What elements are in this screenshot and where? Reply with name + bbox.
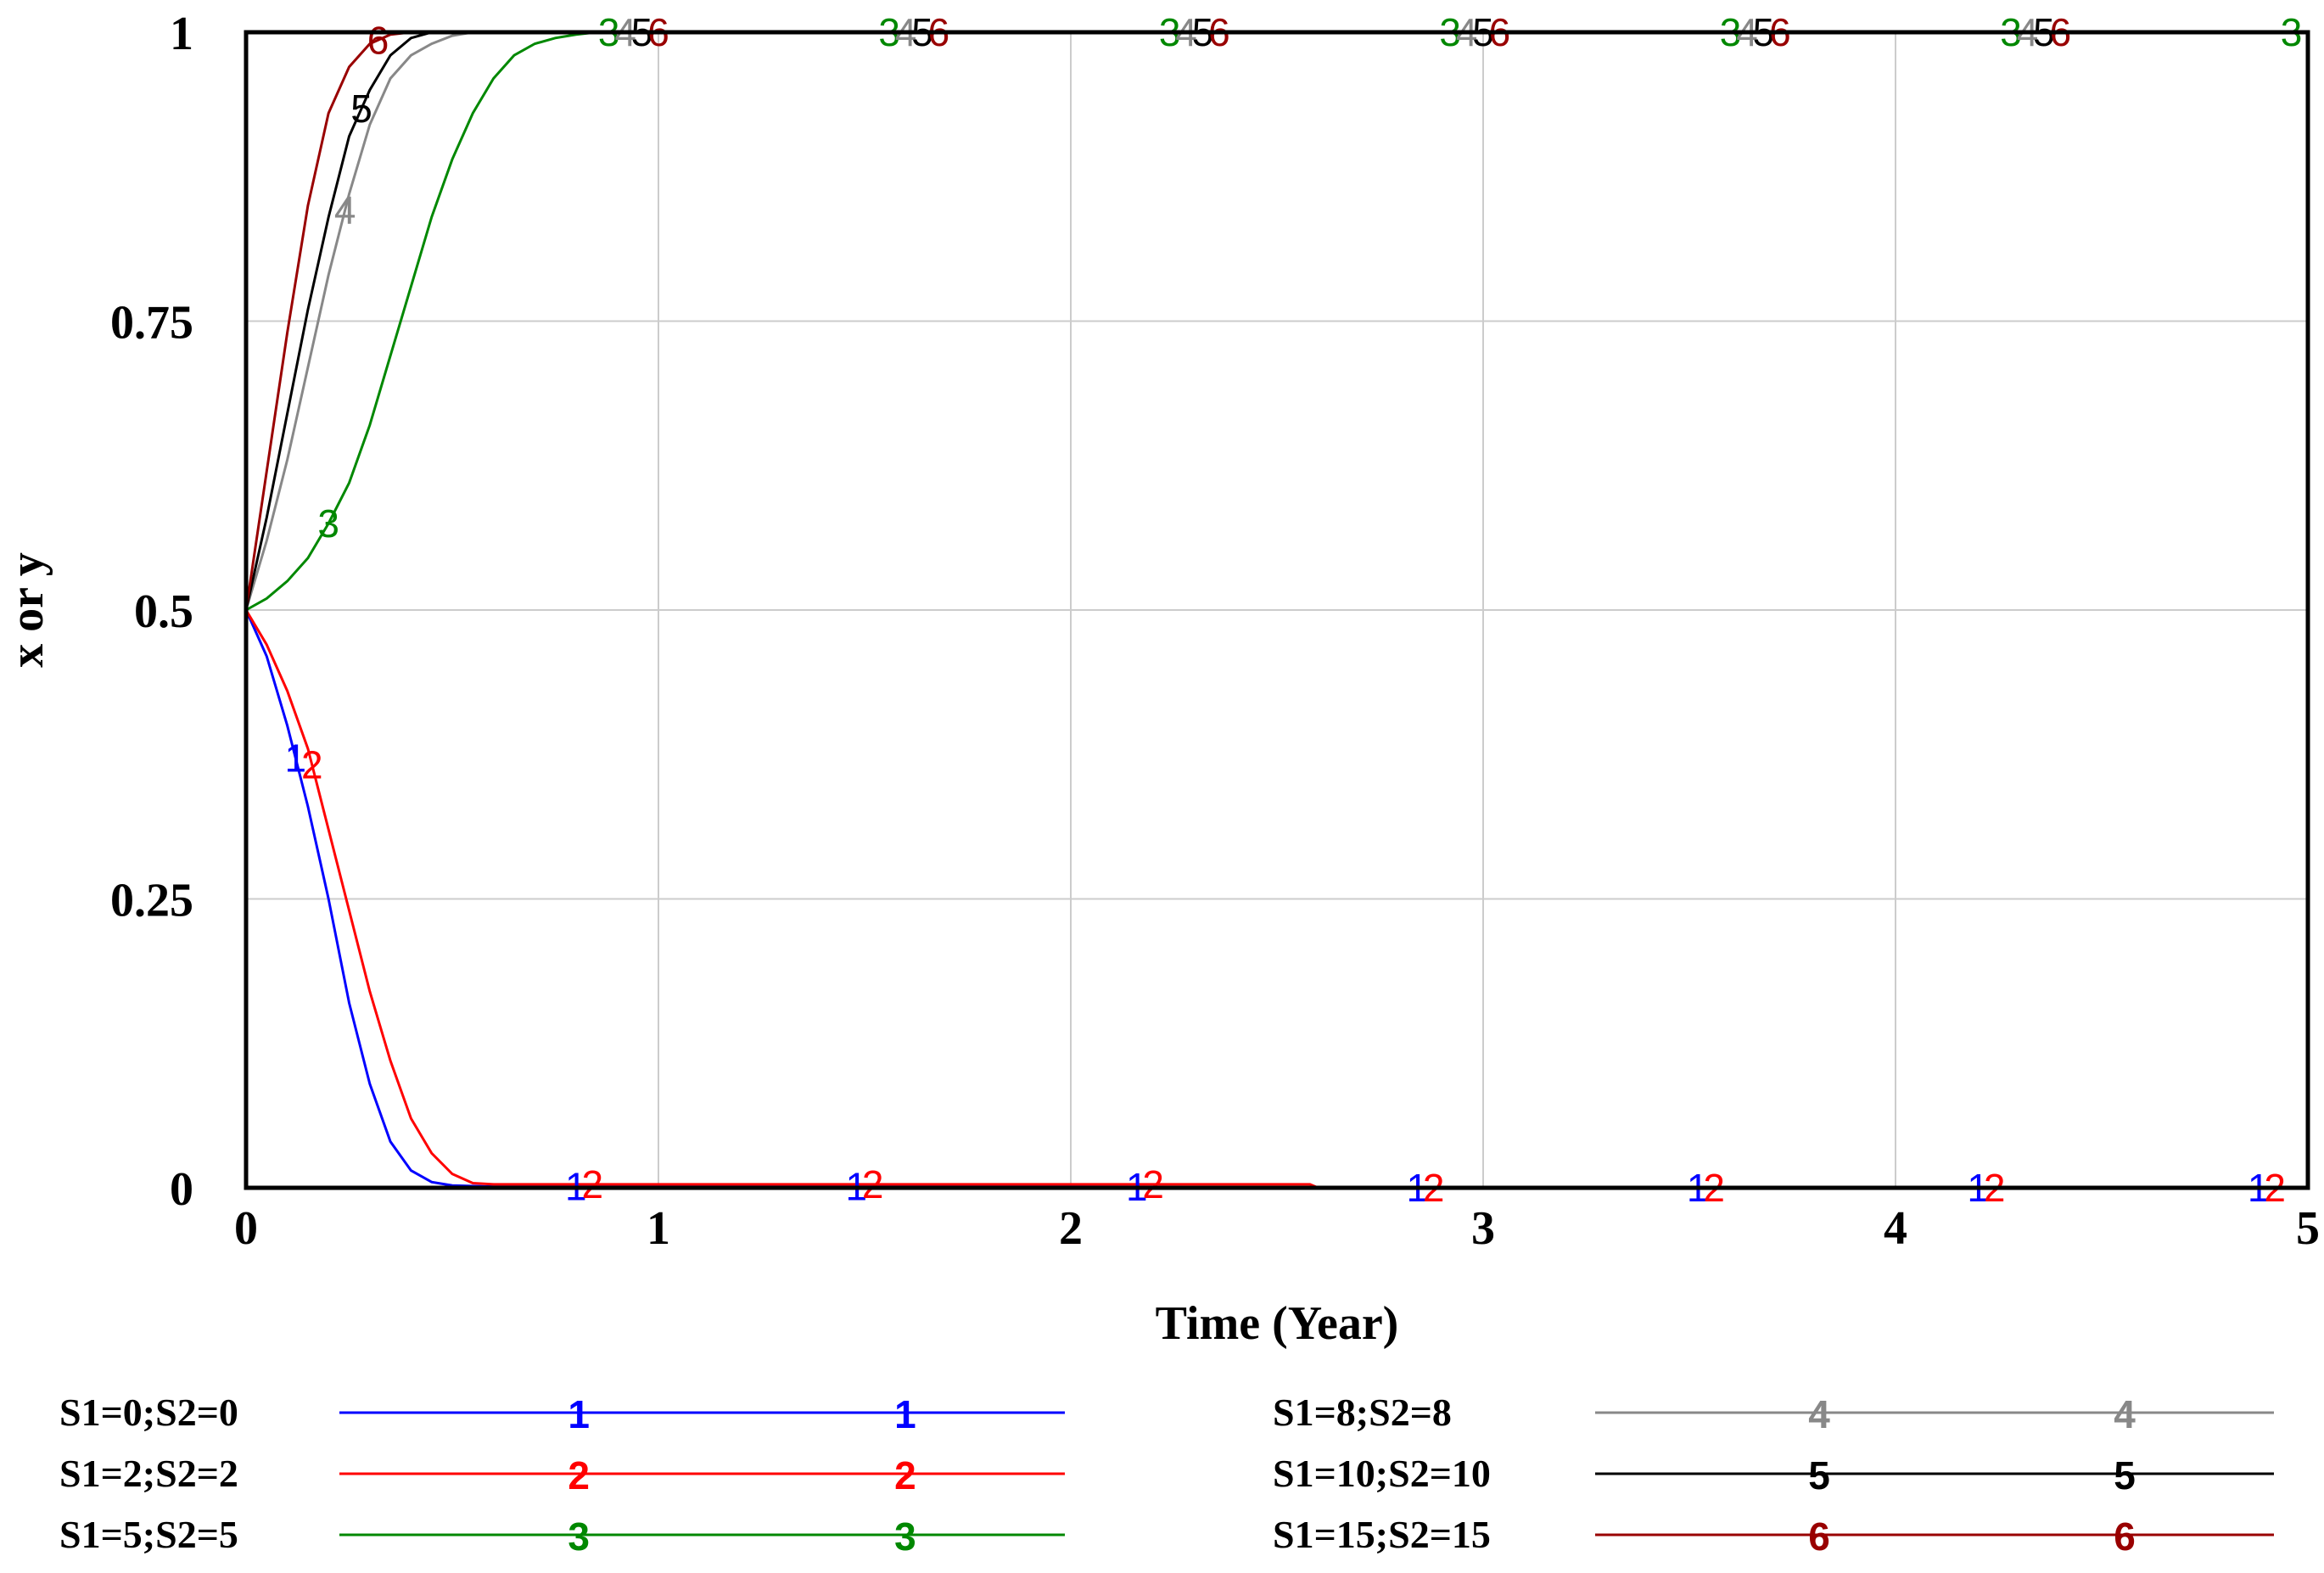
legend-item: S1=5;S2=5 3 3 [59, 1513, 1065, 1559]
y-tick-label: 1 [170, 8, 193, 60]
x-axis-ticks: 0 1 2 3 4 5 [234, 1202, 2320, 1255]
legend-label: S1=5;S2=5 [59, 1513, 238, 1556]
y-tick-label: 0 [170, 1163, 193, 1216]
legend-item: S1=15;S2=15 6 6 [1273, 1513, 2274, 1559]
y-tick-label: 0.75 [110, 297, 193, 350]
y-axis-title: x or y [1, 552, 53, 668]
legend-marker-5: 5 [1808, 1453, 1830, 1497]
legend-marker-4: 4 [1808, 1392, 1830, 1436]
series-marker-4: 4 [334, 188, 356, 232]
series-marker-2: 2 [581, 1162, 603, 1206]
legend-marker-5: 5 [2114, 1453, 2136, 1497]
series-marker-1: 1 [285, 736, 307, 780]
series-marker-6: 6 [367, 18, 389, 62]
x-tick-label: 5 [2296, 1202, 2320, 1255]
legend-marker-3: 3 [568, 1514, 590, 1559]
x-axis-title: Time (Year) [1156, 1297, 1399, 1350]
y-tick-label: 0.25 [110, 875, 193, 927]
plot-area-frame [244, 30, 2310, 1190]
legend: S1=0;S2=0 1 1 S1=2;S2=2 2 2 S1=5;S2=5 3 3 S1=8;S2… [59, 1391, 2274, 1559]
gridlines [246, 32, 2308, 1188]
x-tick-label: 0 [234, 1202, 258, 1255]
legend-label: S1=8;S2=8 [1273, 1391, 1452, 1434]
x-tick-label: 3 [1471, 1202, 1495, 1255]
legend-item: S1=8;S2=8 4 4 [1273, 1391, 2274, 1436]
series-marker-2: 2 [1142, 1162, 1164, 1206]
series-marker-2: 2 [301, 743, 323, 787]
legend-label: S1=0;S2=0 [59, 1391, 238, 1434]
y-axis-ticks: 0 0.25 0.5 0.75 1 [110, 8, 193, 1216]
legend-marker-1: 1 [894, 1392, 916, 1436]
legend-marker-2: 2 [568, 1453, 590, 1497]
x-tick-label: 2 [1059, 1202, 1083, 1255]
x-tick-label: 4 [1884, 1202, 1907, 1255]
legend-label: S1=2;S2=2 [59, 1452, 238, 1495]
series-marker-3: 3 [317, 501, 339, 546]
legend-marker-1: 1 [568, 1392, 590, 1436]
legend-marker-6: 6 [2114, 1514, 2136, 1559]
legend-label: S1=15;S2=15 [1273, 1513, 1491, 1556]
legend-item: S1=0;S2=0 1 1 [59, 1391, 1065, 1436]
y-tick-label: 0.5 [134, 585, 193, 638]
series-marker-5: 5 [350, 87, 372, 131]
legend-marker-6: 6 [1808, 1514, 1830, 1559]
legend-label: S1=10;S2=10 [1273, 1452, 1491, 1495]
legend-marker-2: 2 [894, 1453, 916, 1497]
legend-marker-3: 3 [894, 1514, 916, 1559]
legend-marker-4: 4 [2114, 1392, 2136, 1436]
x-tick-label: 1 [647, 1202, 670, 1255]
series-marker-2: 2 [862, 1162, 884, 1206]
legend-item: S1=2;S2=2 2 2 [59, 1452, 1065, 1497]
legend-item: S1=10;S2=10 5 5 [1273, 1452, 2274, 1497]
